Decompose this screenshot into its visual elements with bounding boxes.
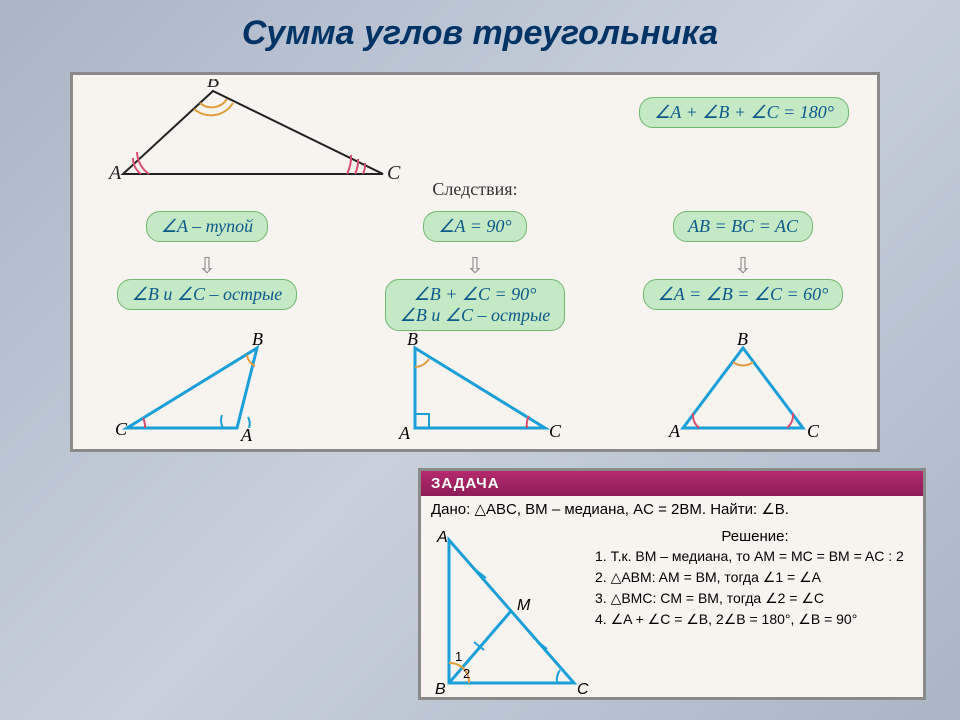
solution-step-3: 3. △BMC: CM = BM, тогда ∠2 = ∠C [595,589,915,608]
triangle-abc-top: A B C [103,79,403,189]
main-theorem-formula: ∠A + ∠B + ∠C = 180° [639,97,849,128]
triangle-equilateral: A B C [643,333,843,443]
conclusion-3: ∠A = ∠B = ∠C = 60° [643,279,844,310]
page-title: Сумма углов треугольника [0,0,960,57]
arrow-down-icon: ⇩ [734,255,752,277]
premise-1: ∠A – тупой [146,211,268,242]
arrow-down-icon: ⇩ [198,255,216,277]
solution-step-2: 2. △ABM: AM = BM, тогда ∠1 = ∠A [595,568,915,587]
task-header: ЗАДАЧА [421,471,923,496]
theory-panel: A B C ∠A + ∠B + ∠C = 180° Следствия: ∠A … [70,72,880,452]
conclusion-2: ∠B + ∠C = 90° ∠B и ∠C – острые [385,279,565,331]
svg-text:A: A [240,425,253,443]
svg-text:M: M [517,597,531,614]
svg-text:B: B [407,333,418,349]
svg-text:B: B [435,681,446,698]
svg-text:A: A [668,421,681,441]
svg-text:1: 1 [455,649,462,664]
triangle-right: A B C [375,333,575,443]
arrow-down-icon: ⇩ [466,255,484,277]
svg-text:B: B [252,333,263,349]
svg-text:C: C [807,421,820,441]
svg-text:C: C [115,419,128,439]
svg-text:2: 2 [463,666,470,681]
task-panel: ЗАДАЧА Дано: △ABC, BM – медиана, AC = 2B… [418,468,926,700]
solution-label: Решение: [595,528,915,545]
solution-step-4: 4. ∠A + ∠C = ∠B, 2∠B = 180°, ∠B = 90° [595,610,915,629]
corollary-label: Следствия: [432,179,517,199]
svg-text:B: B [207,79,219,92]
svg-text:B: B [737,333,748,349]
premise-2: ∠A = 90° [423,211,526,242]
triangle-obtuse: C B A [107,333,307,443]
svg-text:C: C [549,421,562,441]
solution-step-1: 1. Т.к. BM – медиана, то AM = MC = BM = … [595,547,915,566]
svg-text:A: A [398,423,411,443]
svg-text:C: C [577,681,589,698]
task-triangle-diagram: A B C M 1 2 [429,528,589,698]
conclusion-1: ∠B и ∠C – острые [117,279,297,310]
premise-3: AB = BC = AC [673,211,813,242]
task-given: Дано: △ABC, BM – медиана, AC = 2BM. Найт… [421,496,923,522]
svg-text:A: A [436,529,448,546]
